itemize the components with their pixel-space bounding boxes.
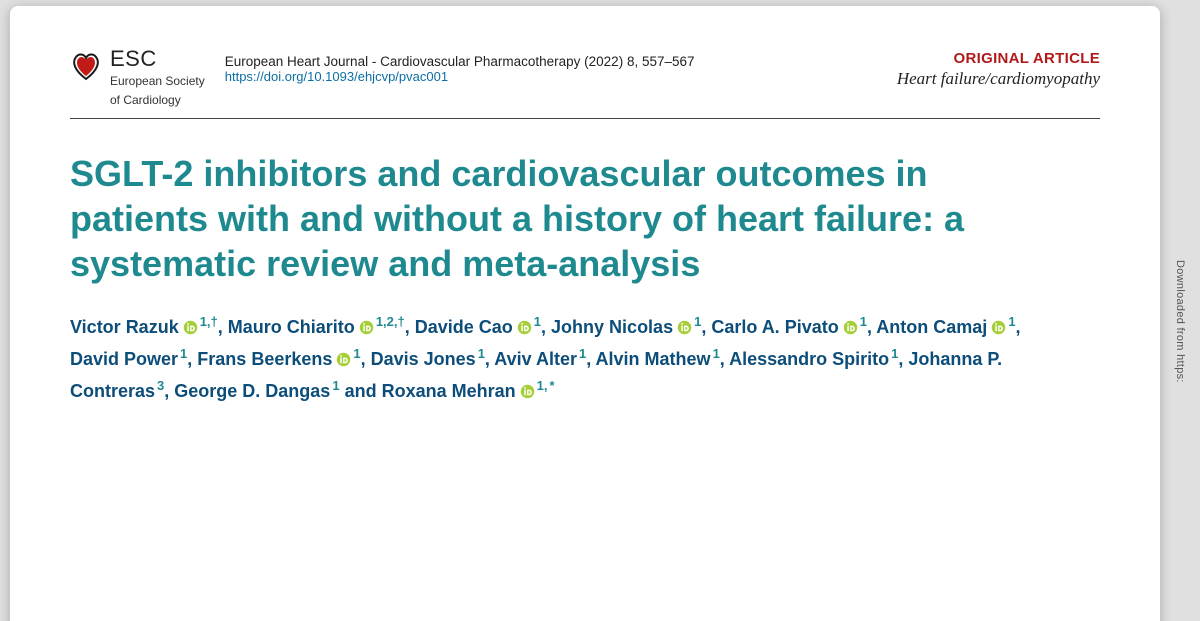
author-affiliation: 1,† xyxy=(200,314,218,329)
author-affiliation: 1,2,† xyxy=(376,314,405,329)
author: George D. Dangas1 xyxy=(174,381,339,401)
article-type-badge: ORIGINAL ARTICLE xyxy=(897,50,1100,67)
author-name: Davis Jones xyxy=(371,349,476,369)
author-separator: , xyxy=(1016,317,1021,337)
author-separator: , xyxy=(867,317,876,337)
author: Frans Beerkens 1 xyxy=(197,349,360,369)
author-separator: , xyxy=(586,349,595,369)
author-affiliation: 1 xyxy=(1008,314,1015,329)
author-separator: , xyxy=(701,317,711,337)
author-separator: , xyxy=(405,317,415,337)
author: Roxana Mehran 1,* xyxy=(382,381,555,401)
author: Alvin Mathew1 xyxy=(596,349,720,369)
article-title: SGLT-2 inhibitors and cardiovascular out… xyxy=(70,151,1030,286)
article-type-block: ORIGINAL ARTICLE Heart failure/cardiomyo… xyxy=(897,48,1100,89)
author: Aviv Alter1 xyxy=(494,349,586,369)
author: Anton Camaj 1 xyxy=(876,317,1015,337)
author-separator: , xyxy=(361,349,371,369)
author-separator: , xyxy=(541,317,551,337)
author-affiliation: 1 xyxy=(332,378,339,393)
author-list: Victor Razuk 1,†, Mauro Chiarito 1,2,†, Da… xyxy=(70,312,1030,408)
author-name: Johny Nicolas xyxy=(551,317,673,337)
author-separator: and xyxy=(340,381,382,401)
author-separator: , xyxy=(720,349,729,369)
author: Alessandro Spirito1 xyxy=(729,349,898,369)
author-name: Roxana Mehran xyxy=(382,381,516,401)
author-affiliation: 1 xyxy=(534,314,541,329)
corresponding-mark: * xyxy=(549,378,554,393)
orcid-icon[interactable] xyxy=(991,316,1006,344)
author-name: Victor Razuk xyxy=(70,317,179,337)
author: Carlo A. Pivato 1 xyxy=(711,317,867,337)
author-name: Davide Cao xyxy=(415,317,513,337)
author-affiliation: 1 xyxy=(478,346,485,361)
esc-logo-block: ESC European Society of Cardiology xyxy=(70,48,205,108)
author-separator: , xyxy=(898,349,908,369)
author-affiliation: 1, xyxy=(537,378,548,393)
author: Victor Razuk 1,† xyxy=(70,317,218,337)
esc-heart-icon xyxy=(70,50,102,82)
orcid-icon[interactable] xyxy=(183,316,198,344)
author-name: Mauro Chiarito xyxy=(228,317,355,337)
journal-header: ESC European Society of Cardiology Europ… xyxy=(70,48,1100,119)
author-separator: , xyxy=(485,349,494,369)
viewport: ESC European Society of Cardiology Europ… xyxy=(0,0,1200,621)
author: Davis Jones1 xyxy=(371,349,485,369)
author-name: Alvin Mathew xyxy=(596,349,711,369)
author-name: George D. Dangas xyxy=(174,381,330,401)
author-name: Aviv Alter xyxy=(494,349,577,369)
author: Mauro Chiarito 1,2,† xyxy=(228,317,405,337)
orcid-icon[interactable] xyxy=(677,316,692,344)
author-name: Carlo A. Pivato xyxy=(711,317,838,337)
author-affiliation: 1 xyxy=(713,346,720,361)
author: David Power1 xyxy=(70,349,187,369)
orcid-icon[interactable] xyxy=(336,348,351,376)
paper-page: ESC European Society of Cardiology Europ… xyxy=(10,6,1160,621)
esc-logo-text: ESC European Society of Cardiology xyxy=(110,48,205,108)
download-side-text: Downloaded from https: xyxy=(1174,260,1186,383)
author-separator: , xyxy=(218,317,228,337)
author-name: Anton Camaj xyxy=(876,317,987,337)
orcid-icon[interactable] xyxy=(517,316,532,344)
esc-subtitle-1: European Society xyxy=(110,74,205,89)
author: Johny Nicolas1 xyxy=(551,317,701,337)
orcid-icon[interactable] xyxy=(843,316,858,344)
author-name: Alessandro Spirito xyxy=(729,349,889,369)
esc-abbrev: ESC xyxy=(110,48,205,70)
esc-subtitle-2: of Cardiology xyxy=(110,93,205,108)
author-name: David Power xyxy=(70,349,178,369)
author-name: Frans Beerkens xyxy=(197,349,332,369)
orcid-icon[interactable] xyxy=(520,380,535,408)
doi-link[interactable]: https://doi.org/10.1093/ehjcvp/pvac001 xyxy=(225,69,448,84)
journal-citation: European Heart Journal - Cardiovascular … xyxy=(225,54,877,69)
journal-citation-block: European Heart Journal - Cardiovascular … xyxy=(225,48,877,84)
author-affiliation: 1 xyxy=(353,346,360,361)
orcid-icon[interactable] xyxy=(359,316,374,344)
author-separator: , xyxy=(187,349,197,369)
article-section: Heart failure/cardiomyopathy xyxy=(897,69,1100,89)
author-separator: , xyxy=(164,381,174,401)
author-affiliation: 1 xyxy=(860,314,867,329)
author: Davide Cao 1 xyxy=(415,317,541,337)
